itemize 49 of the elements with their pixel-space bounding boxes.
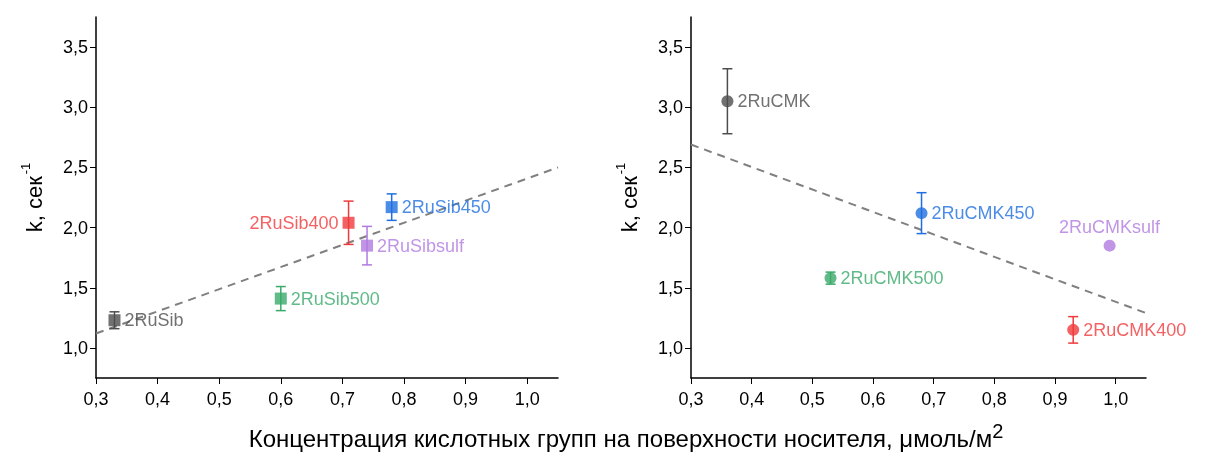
point <box>361 239 374 252</box>
y-tick-label: 1,0 <box>657 337 683 358</box>
y-axis-title: k, сек-1 <box>613 162 642 233</box>
x-tick-label: 0,5 <box>206 389 232 409</box>
x-tick-label: 0,8 <box>981 389 1007 409</box>
y-tick-label: 2,0 <box>657 217 683 238</box>
series-label: 2RuCMK <box>737 91 811 112</box>
point <box>342 216 355 229</box>
x-tick-label: 0,3 <box>83 389 109 409</box>
point <box>915 207 928 220</box>
y-tick-label: 2,5 <box>657 157 683 178</box>
series-label: 2RuCMK400 <box>1083 319 1187 340</box>
x-tick-label: 0,4 <box>739 389 765 409</box>
x-tick-label: 0,9 <box>453 389 479 409</box>
y-tick-label: 2,5 <box>62 157 88 178</box>
y-tick-label: 3,0 <box>62 97 88 118</box>
series-label: 2RuSib400 <box>249 212 339 233</box>
x-tick-label: 0,4 <box>145 389 171 409</box>
y-tick-label: 3,0 <box>657 97 683 118</box>
point <box>1103 239 1116 252</box>
x-tick-label: 0,9 <box>1042 389 1068 409</box>
x-tick-label: 1,0 <box>514 389 540 409</box>
y-tick-label: 1,0 <box>62 337 88 358</box>
x-tick-label: 0,7 <box>921 389 947 409</box>
series-label: 2RuSib450 <box>401 197 491 218</box>
point <box>385 201 398 214</box>
series-label: 2RuCMK500 <box>840 268 944 289</box>
x-axis-title: Концентрация кислотных групп на поверхности носителя, μмоль/м$^{2}$ <box>248 420 1004 452</box>
point <box>721 95 734 108</box>
series-label: 2RuSib <box>124 310 184 331</box>
y-tick-label: 3,5 <box>657 37 683 58</box>
y-tick-label: 3,5 <box>62 37 88 58</box>
x-tick-label: 0,8 <box>391 389 417 409</box>
y-tick-label: 1,5 <box>62 277 88 298</box>
x-tick-label: 0,6 <box>268 389 294 409</box>
x-tick-label: 0,5 <box>799 389 825 409</box>
y-tick-label: 2,0 <box>62 217 88 238</box>
y-axis-title: k, сек-1 <box>18 162 47 233</box>
series-label: 2RuSibsulf <box>377 235 466 256</box>
point <box>274 292 287 305</box>
series-label: 2RuCMKsulf <box>1059 216 1162 237</box>
series-label: 2RuSib500 <box>290 288 380 309</box>
y-tick-label: 1,5 <box>657 277 683 298</box>
x-tick-label: 0,3 <box>678 389 704 409</box>
x-tick-label: 0,7 <box>329 389 355 409</box>
point <box>1067 323 1080 336</box>
series-label: 2RuCMK450 <box>931 203 1035 224</box>
x-tick-label: 0,6 <box>860 389 886 409</box>
x-tick-label: 1,0 <box>1103 389 1129 409</box>
